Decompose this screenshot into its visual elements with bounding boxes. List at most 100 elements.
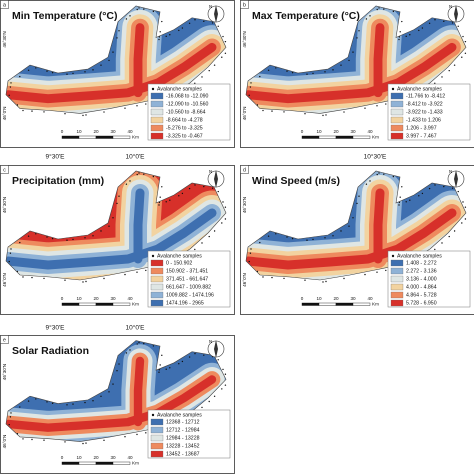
avalanche-dot [306, 73, 308, 75]
avalanche-dot [203, 354, 205, 356]
avalanche-dot [51, 71, 54, 74]
avalanche-dot [441, 242, 443, 244]
avalanche-dot [441, 76, 443, 78]
avalanche-dot [352, 217, 354, 219]
longitude-label: 10°0'E [125, 324, 145, 332]
compass-north: N [209, 169, 212, 174]
avalanche-dot [448, 235, 450, 238]
avalanche-dot [9, 86, 12, 88]
avalanche-dot [383, 8, 385, 10]
avalanche-dot [43, 277, 45, 280]
avalanche-dot [217, 190, 219, 193]
avalanche-dot [211, 187, 214, 189]
avalanche-dot [116, 370, 118, 372]
scale-label: 10 [76, 296, 82, 301]
avalanche-dot [188, 187, 191, 190]
avalanche-dot [224, 52, 227, 55]
avalanche-dot [129, 180, 131, 182]
avalanche-dot [31, 438, 33, 441]
avalanche-dot [22, 109, 24, 112]
avalanche-dot [306, 239, 308, 241]
avalanche-dot [249, 252, 252, 254]
panel-label: b [243, 2, 246, 8]
avalanche-dot [428, 22, 431, 25]
legend-label: 3.997 - 7.467 [406, 133, 437, 139]
legend-label: 371.451 - 661.647 [166, 276, 208, 282]
scale-label: 40 [127, 455, 133, 460]
legend-label: 12712 - 12984 [166, 427, 200, 433]
avalanche-dot [143, 173, 145, 175]
avalanche-dot [291, 237, 294, 240]
legend-title: Avalanche samples [157, 412, 202, 418]
avalanche-dot [376, 173, 378, 176]
scale-label: 20 [93, 455, 99, 460]
scale-label: 0 [61, 129, 64, 134]
avalanche-dot [66, 404, 68, 406]
avalanche-dot [213, 64, 216, 66]
avalanche-dot [256, 270, 259, 273]
legend-label: -8.412 to -3.922 [406, 101, 443, 107]
legend-swatch [150, 267, 164, 275]
avalanche-dot [178, 29, 180, 32]
avalanche-dot [271, 276, 273, 279]
legend-swatch [390, 124, 404, 132]
avalanche-dot [286, 236, 288, 238]
avalanche-dot [221, 388, 223, 390]
avalanche-dot [256, 104, 259, 106]
scale-label: 0 [301, 129, 304, 134]
avalanche-dot [158, 36, 161, 38]
avalanche-dot [161, 354, 163, 357]
avalanche-dot [325, 280, 327, 283]
avalanche-dot [188, 22, 191, 25]
avalanche-dot [124, 436, 126, 438]
scale-unit: Km [132, 461, 139, 466]
avalanche-dot [352, 51, 354, 53]
avalanche-dot [31, 276, 33, 279]
scale-label: 10 [316, 129, 322, 134]
avalanche-dot [312, 238, 314, 241]
panel-title: Precipitation (mm) [12, 175, 104, 187]
avalanche-dot [103, 439, 105, 442]
legend-swatch [390, 100, 404, 108]
avalanche-dot [259, 241, 261, 244]
avalanche-dot [224, 40, 227, 43]
avalanche-dot [399, 196, 401, 198]
avalanche-dot [364, 273, 366, 276]
avalanche-dot [152, 175, 155, 178]
avalanche-dot [304, 112, 306, 115]
legend-swatch [150, 275, 164, 283]
avalanche-dot [118, 30, 120, 32]
avalanche-dot [64, 441, 66, 443]
avalanche-dot [208, 69, 210, 72]
avalanche-dot [409, 34, 411, 36]
avalanche-dot [401, 186, 403, 188]
avalanche-dot [84, 71, 86, 73]
legend-label: 1009.882 - 1474.196 [166, 292, 214, 298]
avalanche-dot [181, 27, 184, 29]
scale-segment [112, 302, 131, 306]
scale-unit: Km [372, 302, 379, 307]
avalanche-dot [267, 235, 270, 237]
band [133, 188, 145, 264]
avalanche-dot [145, 103, 147, 105]
avalanche-dot [208, 235, 210, 238]
scale-segment [78, 135, 97, 139]
avalanche-dot [100, 230, 102, 232]
avalanche-dot [143, 8, 145, 10]
legend-dot [391, 87, 395, 91]
avalanche-dot [46, 401, 48, 403]
avalanche-dot [222, 368, 224, 371]
avalanche-dot [286, 70, 288, 72]
avalanche-dot [19, 406, 21, 408]
legend-label: 150.902 - 371.451 [166, 268, 208, 274]
band [6, 42, 217, 104]
avalanche-dot [428, 187, 431, 190]
band [133, 23, 145, 98]
avalanche-dot [378, 7, 380, 9]
map-panel: d Wind Speed (m/s) 46°30'N 46°0'N N Avalanche… [240, 165, 474, 315]
avalanche-dot [84, 401, 86, 404]
avalanche-dot [365, 183, 368, 185]
latitude-label: 46°0'N [242, 273, 247, 287]
legend-box [147, 409, 231, 459]
scale-label: 40 [367, 129, 373, 134]
